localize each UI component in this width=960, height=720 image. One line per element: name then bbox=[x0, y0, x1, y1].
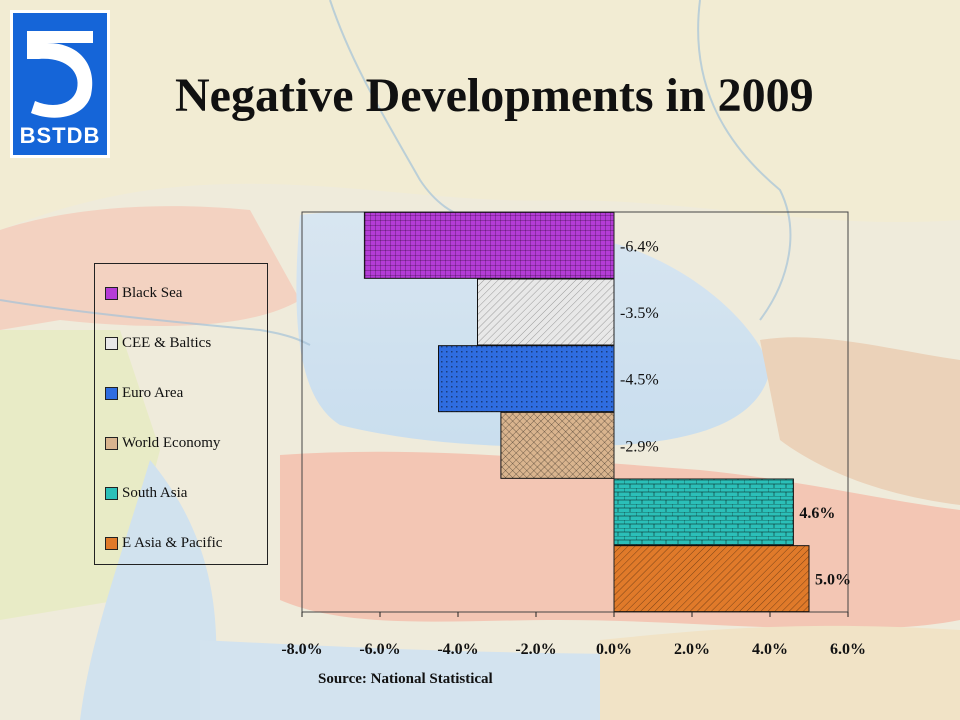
legend-label: Euro Area bbox=[122, 385, 184, 401]
legend-swatch bbox=[105, 337, 118, 350]
x-tick-label: 4.0% bbox=[752, 641, 788, 658]
bstdb-logo: BSTDB bbox=[10, 10, 110, 158]
bar-world-economy bbox=[500, 411, 615, 479]
legend-label: E Asia & Pacific bbox=[122, 535, 223, 551]
legend-item: Euro Area bbox=[105, 385, 183, 402]
chart-legend: Black Sea CEE & Baltics Euro Area World Eco… bbox=[94, 263, 268, 565]
legend-item: E Asia & Pacific bbox=[105, 535, 222, 552]
legend-swatch bbox=[105, 437, 118, 450]
legend-swatch bbox=[105, 287, 118, 300]
legend-item: World Economy bbox=[105, 435, 220, 452]
map-land-balkans bbox=[0, 330, 160, 620]
page-title: Negative Developments in 2009 bbox=[175, 69, 814, 122]
data-label: 4.6% bbox=[799, 505, 835, 522]
bar-south-asia bbox=[613, 478, 794, 546]
x-tick-label: -8.0% bbox=[281, 641, 322, 658]
map-land-north bbox=[0, 0, 960, 230]
bar-black-sea bbox=[363, 211, 615, 279]
x-tick-label: 6.0% bbox=[830, 641, 866, 658]
bar-cee-baltics bbox=[477, 278, 615, 346]
legend-label: World Economy bbox=[122, 435, 221, 451]
map-land-romania bbox=[0, 206, 300, 330]
map-land-syria bbox=[600, 625, 960, 720]
x-tick-label: -6.0% bbox=[359, 641, 400, 658]
data-label: -3.5% bbox=[620, 305, 659, 322]
legend-label: Black Sea bbox=[122, 285, 183, 301]
data-label: -4.5% bbox=[620, 372, 659, 389]
data-label: -6.4% bbox=[620, 238, 659, 255]
legend-swatch bbox=[105, 387, 118, 400]
legend-item: Black Sea bbox=[105, 285, 182, 302]
bar-euro-area bbox=[438, 345, 615, 413]
legend-label: CEE & Baltics bbox=[122, 335, 212, 351]
legend-item: South Asia bbox=[105, 485, 187, 502]
map-aegean-sea bbox=[80, 460, 217, 720]
data-label: -2.9% bbox=[620, 438, 659, 455]
legend-swatch bbox=[105, 537, 118, 550]
x-tick-label: 0.0% bbox=[596, 641, 632, 658]
legend-item: CEE & Baltics bbox=[105, 335, 211, 352]
x-tick-label: -2.0% bbox=[515, 641, 556, 658]
legend-swatch bbox=[105, 487, 118, 500]
x-tick-label: 2.0% bbox=[674, 641, 710, 658]
source-note: Source: National Statistical bbox=[318, 671, 493, 687]
bar-e-asia-pacific bbox=[613, 545, 810, 613]
logo-text: BSTDB bbox=[19, 123, 101, 148]
logo-swoosh-icon bbox=[27, 31, 93, 118]
x-tick-label: -4.0% bbox=[437, 641, 478, 658]
data-label: 5.0% bbox=[815, 572, 851, 589]
map-land-caucasus bbox=[760, 337, 960, 505]
legend-label: South Asia bbox=[122, 485, 188, 501]
